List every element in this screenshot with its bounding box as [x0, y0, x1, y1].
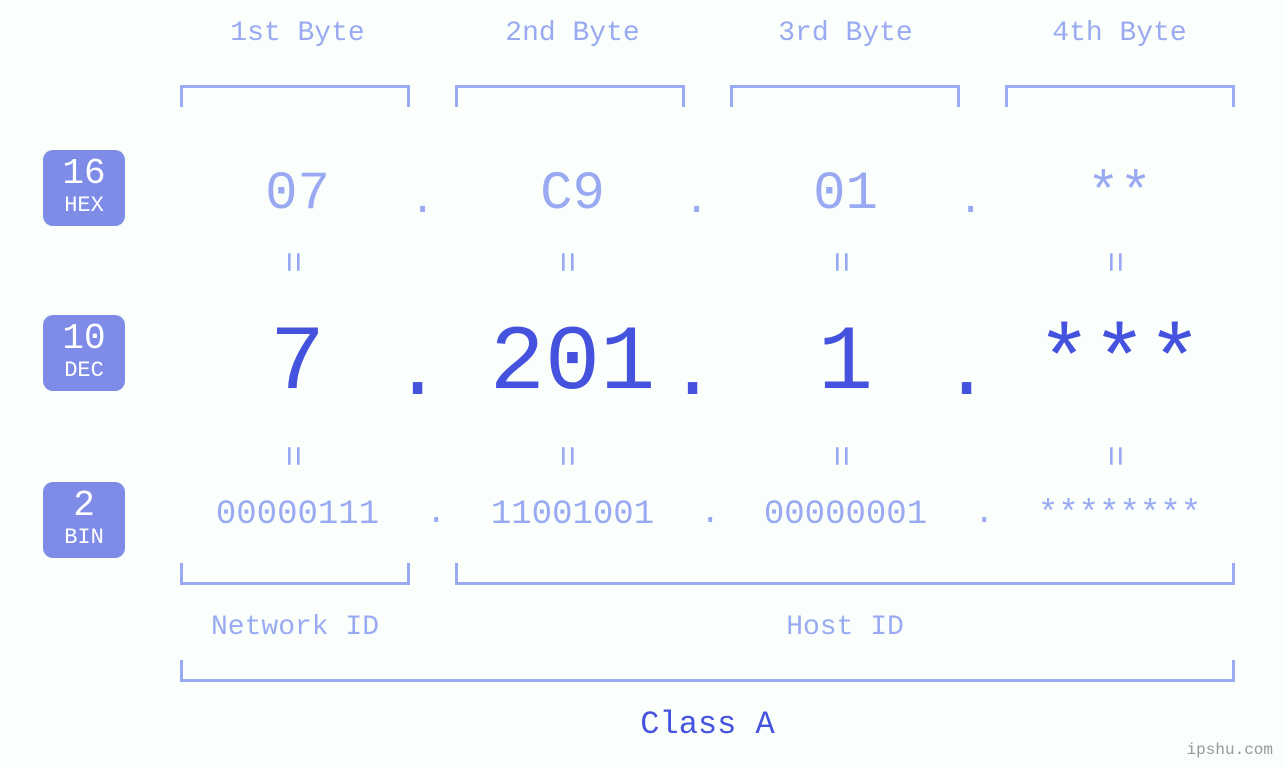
hex-dot-2: . [684, 180, 709, 222]
equals-bot-4: = [1095, 445, 1131, 467]
host-bracket [455, 563, 1235, 585]
bin-dot-1: . [426, 497, 446, 531]
hex-byte-2: C9 [450, 168, 695, 222]
base-badge-bin-num: 2 [73, 488, 95, 524]
base-badge-dec-label: DEC [64, 357, 104, 386]
equals-bot-3: = [821, 445, 857, 467]
top-bracket-1 [180, 85, 410, 107]
base-badge-bin: 2 BIN [43, 482, 125, 558]
bin-byte-4: ******** [997, 498, 1242, 532]
top-bracket-4 [1005, 85, 1235, 107]
class-bracket [180, 660, 1235, 682]
network-id-label: Network ID [180, 612, 410, 643]
equals-top-2: = [547, 251, 583, 273]
ip-diagram: 1st Byte 2nd Byte 3rd Byte 4th Byte 16 H… [0, 0, 1285, 767]
equals-bot-1: = [273, 445, 309, 467]
class-label: Class A [180, 706, 1235, 743]
equals-top-1: = [273, 251, 309, 273]
host-id-label: Host ID [455, 612, 1235, 643]
top-bracket-3 [730, 85, 960, 107]
hex-byte-4: ** [997, 168, 1242, 222]
dec-dot-3: . [942, 332, 991, 414]
dec-dot-1: . [393, 332, 442, 414]
dec-byte-3: 1 [723, 318, 968, 410]
dec-byte-1: 7 [175, 318, 420, 410]
base-badge-hex: 16 HEX [43, 150, 125, 226]
bin-dot-3: . [974, 497, 994, 531]
base-badge-dec: 10 DEC [43, 315, 125, 391]
watermark: ipshu.com [1187, 741, 1273, 759]
network-bracket [180, 563, 410, 585]
hex-dot-3: . [958, 180, 983, 222]
byte-header-4: 4th Byte [997, 18, 1242, 49]
byte-header-1: 1st Byte [175, 18, 420, 49]
top-bracket-2 [455, 85, 685, 107]
base-badge-hex-num: 16 [62, 156, 105, 192]
base-badge-dec-num: 10 [62, 321, 105, 357]
bin-byte-3: 00000001 [723, 498, 968, 532]
base-badge-hex-label: HEX [64, 192, 104, 221]
equals-bot-2: = [547, 445, 583, 467]
equals-top-4: = [1095, 251, 1131, 273]
dec-byte-4: *** [997, 318, 1242, 410]
hex-dot-1: . [410, 180, 435, 222]
hex-byte-3: 01 [723, 168, 968, 222]
byte-header-2: 2nd Byte [450, 18, 695, 49]
base-badge-bin-label: BIN [64, 524, 104, 553]
equals-top-3: = [821, 251, 857, 273]
bin-dot-2: . [700, 497, 720, 531]
bin-byte-2: 11001001 [450, 498, 695, 532]
hex-byte-1: 07 [175, 168, 420, 222]
dec-dot-2: . [668, 332, 717, 414]
bin-byte-1: 00000111 [175, 498, 420, 532]
dec-byte-2: 201 [450, 318, 695, 410]
byte-header-3: 3rd Byte [723, 18, 968, 49]
